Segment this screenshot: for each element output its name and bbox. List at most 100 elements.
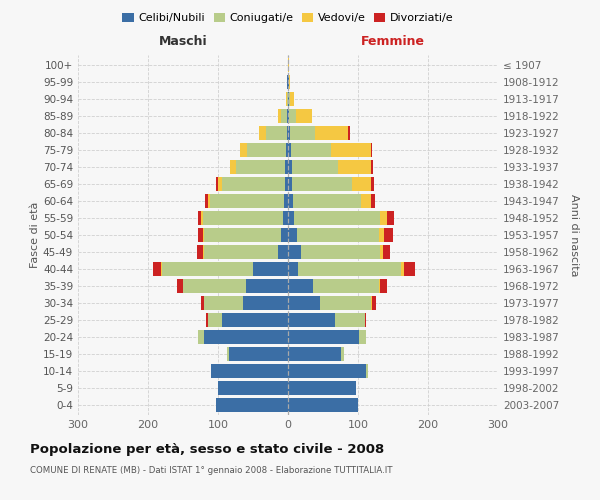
Bar <box>289 76 290 89</box>
Bar <box>281 228 288 242</box>
Bar <box>361 194 371 208</box>
Bar <box>204 245 277 259</box>
Bar <box>153 262 161 276</box>
Bar <box>178 279 183 292</box>
Bar <box>286 144 288 157</box>
Bar <box>277 245 288 259</box>
Bar <box>335 313 365 326</box>
Bar <box>288 313 335 326</box>
Y-axis label: Fasce di età: Fasce di età <box>30 202 40 268</box>
Text: COMUNE DI RENATE (MB) - Dati ISTAT 1° gennaio 2008 - Elaborazione TUTTITALIA.IT: COMUNE DI RENATE (MB) - Dati ISTAT 1° ge… <box>30 466 392 475</box>
Bar <box>338 160 371 174</box>
Bar <box>205 194 208 208</box>
Bar <box>235 160 284 174</box>
Bar <box>288 279 313 292</box>
Bar <box>247 144 286 157</box>
Bar <box>296 110 312 123</box>
Bar <box>284 194 288 208</box>
Bar <box>292 178 352 191</box>
Bar <box>380 211 387 225</box>
Bar <box>383 245 389 259</box>
Bar <box>371 144 372 157</box>
Bar <box>288 347 341 360</box>
Bar <box>401 262 404 276</box>
Text: Maschi: Maschi <box>158 35 208 48</box>
Bar <box>298 262 401 276</box>
Bar <box>227 347 229 360</box>
Bar <box>229 347 288 360</box>
Bar <box>287 110 288 123</box>
Bar <box>204 296 242 310</box>
Bar <box>288 228 297 242</box>
Bar <box>371 296 372 310</box>
Bar <box>379 228 384 242</box>
Bar <box>292 160 338 174</box>
Bar <box>198 211 201 225</box>
Bar <box>253 262 288 276</box>
Bar <box>288 211 295 225</box>
Bar <box>352 178 371 191</box>
Bar <box>230 160 235 174</box>
Bar <box>203 245 204 259</box>
Bar <box>201 211 203 225</box>
Bar <box>289 110 296 123</box>
Bar <box>211 194 284 208</box>
Bar <box>281 110 287 123</box>
Bar <box>371 160 373 174</box>
Bar <box>288 178 292 191</box>
Bar <box>371 178 374 191</box>
Bar <box>259 126 266 140</box>
Bar <box>161 262 162 276</box>
Bar <box>218 381 288 394</box>
Bar <box>331 144 371 157</box>
Bar <box>287 92 288 106</box>
Bar <box>288 58 289 72</box>
Bar <box>341 347 344 360</box>
Bar <box>203 228 204 242</box>
Bar <box>379 279 380 292</box>
Bar <box>293 194 361 208</box>
Bar <box>211 364 288 378</box>
Bar <box>203 211 283 225</box>
Bar <box>200 296 204 310</box>
Bar <box>380 279 387 292</box>
Bar <box>206 313 208 326</box>
Bar <box>216 398 288 411</box>
Bar <box>241 144 247 157</box>
Bar <box>287 76 288 89</box>
Bar <box>288 381 356 394</box>
Bar <box>288 144 291 157</box>
Bar <box>288 76 289 89</box>
Bar <box>277 110 281 123</box>
Bar <box>288 364 367 378</box>
Bar <box>288 110 289 123</box>
Bar <box>162 262 253 276</box>
Bar <box>359 330 367 344</box>
Bar <box>216 178 218 191</box>
Bar <box>320 296 371 310</box>
Legend: Celibi/Nubili, Coniugati/e, Vedovi/e, Divorziati/e: Celibi/Nubili, Coniugati/e, Vedovi/e, Di… <box>118 8 458 28</box>
Bar <box>404 262 415 276</box>
Bar <box>288 194 293 208</box>
Bar <box>290 126 316 140</box>
Bar <box>301 245 380 259</box>
Bar <box>289 92 290 106</box>
Bar <box>208 313 221 326</box>
Bar <box>297 228 379 242</box>
Bar <box>266 126 287 140</box>
Bar <box>288 296 320 310</box>
Bar <box>287 126 288 140</box>
Bar <box>204 228 281 242</box>
Bar <box>288 245 301 259</box>
Y-axis label: Anni di nascita: Anni di nascita <box>569 194 579 276</box>
Bar <box>221 313 288 326</box>
Bar <box>288 92 289 106</box>
Bar <box>218 178 221 191</box>
Bar <box>221 178 284 191</box>
Bar <box>183 279 246 292</box>
Bar <box>387 211 394 225</box>
Bar <box>284 178 288 191</box>
Bar <box>290 92 293 106</box>
Bar <box>204 330 288 344</box>
Bar <box>384 228 393 242</box>
